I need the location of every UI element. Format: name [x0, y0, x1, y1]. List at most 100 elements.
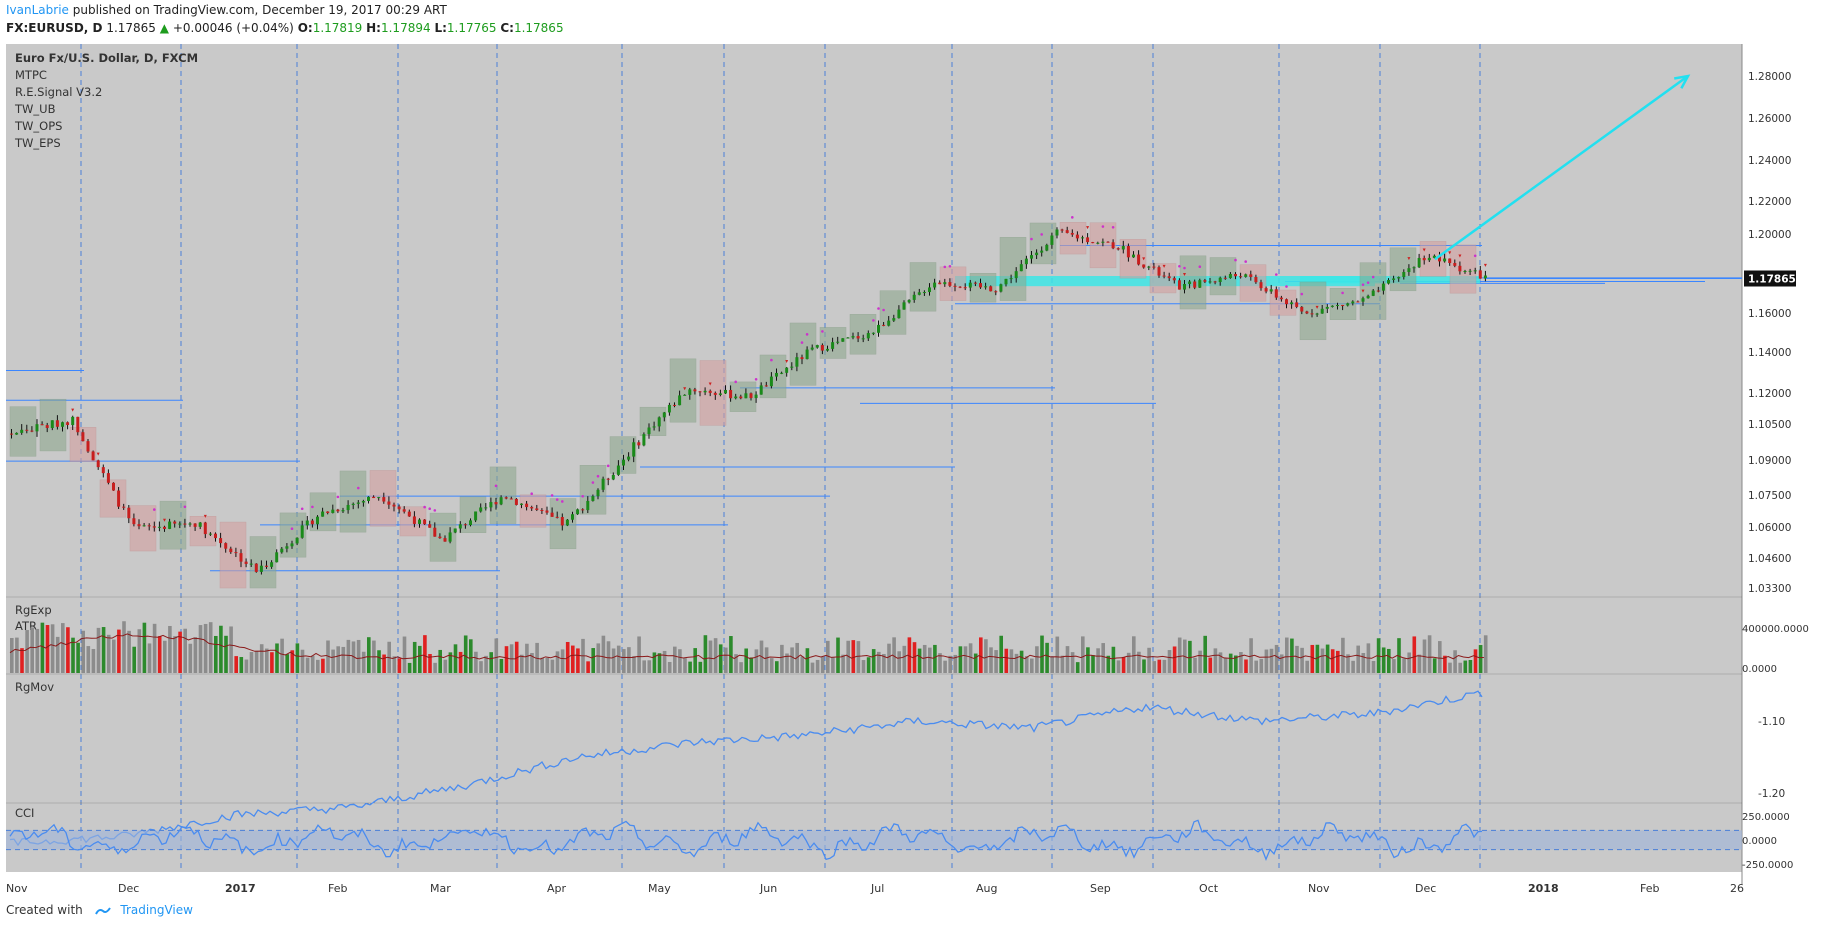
candle-body — [958, 286, 962, 288]
candle-body — [912, 294, 916, 300]
signal-dot — [805, 333, 809, 336]
candle-body — [81, 432, 85, 442]
volume-bar — [1014, 653, 1019, 673]
candle-body — [178, 523, 182, 525]
candle-body — [1432, 255, 1436, 258]
candle-body — [96, 460, 100, 468]
signal-dot — [872, 319, 875, 322]
low-label: L: — [434, 21, 447, 35]
candle-body — [662, 412, 666, 418]
sell-signal-marker — [1361, 289, 1365, 293]
volume-bar — [1438, 641, 1442, 673]
sell-signal-marker — [1448, 251, 1452, 255]
volume-bar — [489, 652, 493, 673]
candle-body — [428, 524, 432, 528]
volume-bar — [861, 660, 866, 673]
time-axis-tick-label: Apr — [547, 882, 567, 895]
candle-body — [1371, 290, 1375, 296]
signal-dot — [591, 481, 595, 484]
volume-bar — [1458, 662, 1462, 673]
sell-signal-marker — [1422, 248, 1426, 252]
volume-bar — [1478, 645, 1483, 673]
volume-bar — [627, 647, 631, 673]
volume-bar — [724, 647, 728, 673]
signal-dot — [1300, 292, 1304, 296]
footer: Created with TradingView — [6, 903, 193, 917]
candle-body — [637, 442, 641, 446]
candle-body — [724, 389, 727, 394]
candle-body — [224, 543, 228, 549]
volume-bar — [1269, 648, 1274, 673]
signal-dot — [1101, 225, 1105, 228]
time-axis-tick-label: Dec — [118, 882, 139, 895]
candle-body — [321, 511, 325, 517]
candle-body — [244, 561, 248, 564]
volume-bar — [458, 651, 463, 673]
volume-bar — [453, 644, 458, 673]
candle-body — [377, 497, 381, 499]
volume-bar — [831, 657, 835, 673]
candle-body — [346, 504, 350, 511]
sell-signal-marker — [1458, 254, 1462, 258]
price-axis-tick-label: 1.12000 — [1748, 388, 1791, 400]
volume-bar — [560, 649, 565, 673]
range-box — [1119, 239, 1147, 279]
author-link[interactable]: IvanLabrie — [6, 3, 69, 17]
candle-body — [948, 282, 952, 286]
candle-body — [71, 416, 75, 426]
signal-dot — [530, 492, 533, 496]
tradingview-link[interactable]: TradingView — [120, 903, 193, 917]
candle-body — [1014, 271, 1018, 279]
sell-signal-marker — [96, 452, 100, 456]
volume-bar — [1427, 635, 1432, 673]
volume-bar — [1111, 646, 1116, 673]
volume-bar — [1432, 658, 1437, 673]
volume-bar — [147, 643, 152, 673]
candle-body — [1330, 305, 1334, 307]
volume-bar — [673, 646, 677, 673]
legend-entry: Euro Fx/U.S. Dollar, D, FXCM — [15, 51, 198, 65]
candle-body — [1264, 288, 1268, 292]
sell-signal-marker — [683, 387, 687, 391]
volume-bar — [407, 662, 412, 673]
volume-bar — [20, 648, 24, 673]
rgmov-axis-tick-label: -1.20 — [1758, 788, 1785, 800]
candle-body — [168, 521, 172, 529]
candle-body — [917, 292, 921, 295]
candle-body — [999, 284, 1003, 292]
volume-bar — [300, 649, 305, 673]
volume-bar — [117, 629, 121, 673]
candle-body — [1320, 308, 1324, 314]
range-box — [1179, 255, 1207, 310]
volume-bar — [203, 623, 208, 673]
volume-bar — [1468, 659, 1473, 673]
price-axis-tick-label: 1.24000 — [1748, 155, 1791, 167]
volume-bar — [178, 631, 182, 673]
volume-bar — [948, 655, 952, 673]
volume-bar — [86, 646, 91, 673]
candle-body — [270, 562, 274, 567]
candle-body — [785, 367, 789, 373]
candle-body — [805, 349, 809, 360]
candle-body — [458, 524, 462, 529]
candle-body — [504, 497, 508, 499]
candle-body — [1483, 275, 1487, 279]
signal-dot — [428, 507, 432, 511]
candle-body — [576, 509, 580, 515]
eurusd-chart[interactable]: 1.280001.260001.240001.220001.200001.180… — [0, 40, 1824, 900]
rgmov-axis-tick-label: -1.10 — [1758, 716, 1785, 728]
volume-bar — [693, 648, 697, 673]
volume-bar — [397, 658, 402, 673]
volume-bar — [632, 656, 636, 673]
signal-dot — [561, 500, 564, 503]
volume-bar — [346, 639, 351, 673]
candle-body — [1295, 302, 1299, 307]
candle-body — [1336, 305, 1339, 307]
volume-bar — [499, 658, 504, 673]
candle-body — [938, 282, 942, 285]
cci-axis-tick-label: -250.0000 — [1742, 860, 1793, 871]
volume-bar — [382, 654, 386, 673]
sell-signal-marker — [1183, 273, 1186, 277]
rgmov-line — [9, 690, 1483, 847]
candle-body — [616, 465, 620, 475]
